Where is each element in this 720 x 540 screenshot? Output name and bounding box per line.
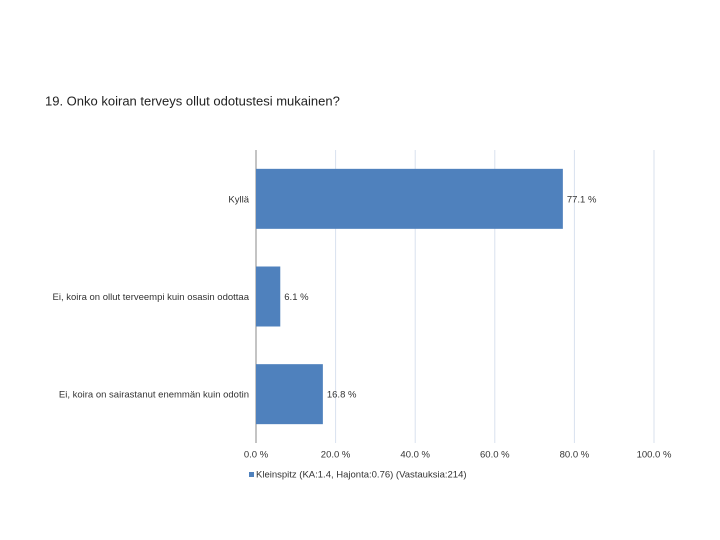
x-tick-label: 20.0 % [321, 450, 351, 461]
x-tick-label: 0.0 % [244, 450, 269, 461]
chart-title: 19. Onko koiran terveys ollut odotustesi… [45, 93, 340, 108]
value-label: 6.1 % [284, 292, 309, 303]
value-label: 77.1 % [567, 194, 597, 205]
legend-swatch [249, 472, 254, 477]
bar [256, 266, 281, 327]
value-label: 16.8 % [327, 390, 357, 401]
x-tick-label: 100.0 % [637, 450, 672, 461]
legend-label: Kleinspitz (KA:1.4, Hajonta:0.76) (Vasta… [256, 470, 467, 481]
y-tick-label: Kyllä [228, 194, 249, 205]
y-tick-label: Ei, koira on sairastanut enemmän kuin od… [59, 390, 249, 401]
bar [256, 364, 323, 425]
bar [256, 168, 563, 229]
x-tick-label: 60.0 % [480, 450, 510, 461]
x-tick-label: 80.0 % [560, 450, 590, 461]
x-tick-label: 40.0 % [400, 450, 430, 461]
y-tick-label: Ei, koira on ollut terveempi kuin osasin… [53, 292, 250, 303]
